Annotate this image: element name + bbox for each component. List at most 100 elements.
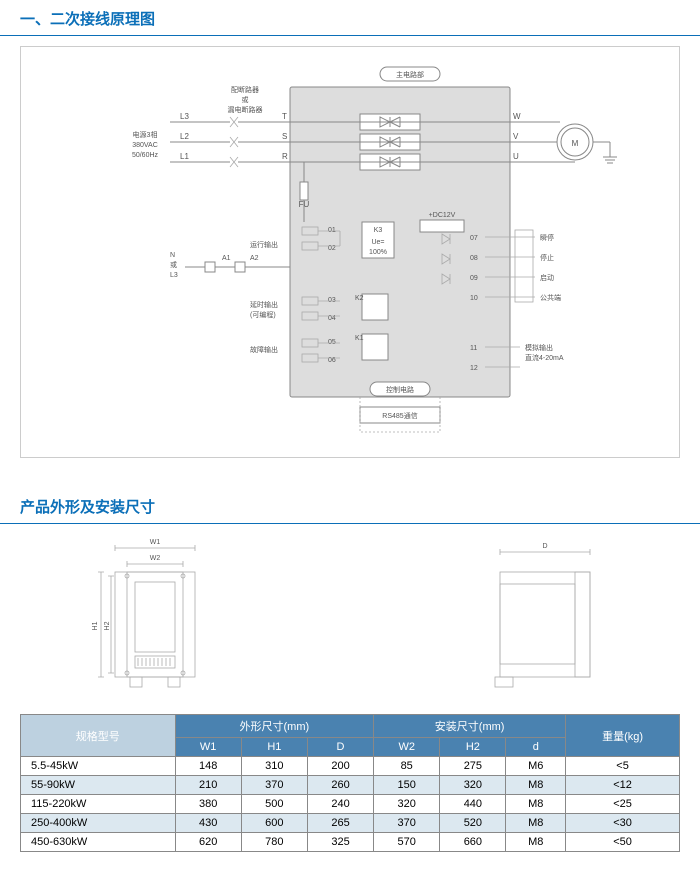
svg-text:W2: W2: [150, 555, 161, 562]
dimensions-table: 规格型号 外形尺寸(mm) 安装尺寸(mm) 重量(kg) W1 H1 D W2…: [20, 714, 680, 852]
svg-text:直流4-20mA: 直流4-20mA: [525, 353, 564, 362]
svg-text:K2: K2: [355, 295, 364, 302]
table-cell: 570: [374, 833, 440, 852]
table-cell: 370: [374, 814, 440, 833]
svg-text:07: 07: [470, 235, 478, 242]
svg-text:(可编程): (可编程): [250, 310, 276, 319]
table-cell: 55-90kW: [21, 776, 176, 795]
th-h2: H2: [440, 738, 506, 757]
table-cell: 430: [175, 814, 241, 833]
svg-text:或: 或: [170, 260, 177, 269]
table-cell: 85: [374, 757, 440, 776]
svg-text:电源3相: 电源3相: [133, 130, 158, 139]
th-install: 安装尺寸(mm): [374, 715, 566, 738]
table-cell: <5: [566, 757, 680, 776]
table-cell: 660: [440, 833, 506, 852]
svg-text:S: S: [282, 132, 287, 141]
svg-text:N: N: [170, 252, 175, 259]
table-cell: 620: [175, 833, 241, 852]
table-cell: 240: [307, 795, 373, 814]
svg-text:停止: 停止: [540, 253, 554, 262]
svg-text:12: 12: [470, 365, 478, 372]
table-cell: 600: [241, 814, 307, 833]
svg-text:Ue=: Ue=: [371, 239, 384, 246]
svg-text:控制电路: 控制电路: [386, 385, 414, 394]
th-w1: W1: [175, 738, 241, 757]
table-cell: 265: [307, 814, 373, 833]
section1-title: 一、二次接线原理图: [0, 0, 700, 36]
svg-text:H1: H1: [92, 621, 99, 630]
svg-text:L3: L3: [170, 272, 178, 279]
svg-text:或: 或: [242, 95, 249, 104]
svg-text:H2: H2: [104, 621, 111, 630]
dimension-drawings: W1 W2 H1 H2 D: [0, 534, 700, 694]
svg-text:模拟输出: 模拟输出: [525, 343, 553, 352]
th-outer: 外形尺寸(mm): [175, 715, 374, 738]
svg-text:启动: 启动: [540, 273, 554, 282]
table-cell: 260: [307, 776, 373, 795]
svg-text:D: D: [542, 543, 547, 550]
svg-text:漏电断路器: 漏电断路器: [228, 105, 263, 114]
svg-text:380VAC: 380VAC: [132, 142, 158, 149]
table-cell: 450-630kW: [21, 833, 176, 852]
table-cell: M8: [506, 795, 566, 814]
table-row: 115-220kW380500240320440M8<25: [21, 795, 680, 814]
table-cell: 115-220kW: [21, 795, 176, 814]
svg-text:L2: L2: [180, 132, 189, 141]
svg-text:K3: K3: [374, 227, 383, 234]
th-weight: 重量(kg): [566, 715, 680, 757]
th-w2: W2: [374, 738, 440, 757]
table-cell: 310: [241, 757, 307, 776]
svg-text:RS485通信: RS485通信: [382, 411, 417, 420]
th-h1: H1: [241, 738, 307, 757]
svg-text:08: 08: [470, 255, 478, 262]
table-cell: 500: [241, 795, 307, 814]
svg-text:T: T: [282, 112, 287, 121]
table-row: 55-90kW210370260150320M8<12: [21, 776, 680, 795]
table-cell: <25: [566, 795, 680, 814]
table-cell: M6: [506, 757, 566, 776]
svg-text:100%: 100%: [369, 249, 387, 256]
svg-text:运行输出: 运行输出: [250, 240, 278, 249]
table-row: 5.5-45kW14831020085275M6<5: [21, 757, 680, 776]
wiring-diagram-container: 主电路部 配断路器 或 漏电断路器 电源3相 380VAC 50/60Hz L3…: [20, 46, 680, 458]
svg-text:L3: L3: [180, 112, 189, 121]
table-cell: 380: [175, 795, 241, 814]
svg-text:U: U: [513, 152, 519, 161]
table-cell: <50: [566, 833, 680, 852]
table-cell: 320: [440, 776, 506, 795]
wiring-diagram: 主电路部 配断路器 或 漏电断路器 电源3相 380VAC 50/60Hz L3…: [70, 62, 630, 442]
front-view: W1 W2 H1 H2: [85, 534, 225, 694]
table-cell: 325: [307, 833, 373, 852]
svg-text:10: 10: [470, 295, 478, 302]
svg-text:W: W: [513, 112, 521, 121]
section2-title: 产品外形及安装尺寸: [0, 488, 700, 524]
table-cell: 150: [374, 776, 440, 795]
table-cell: 320: [374, 795, 440, 814]
table-cell: 275: [440, 757, 506, 776]
svg-text:M: M: [572, 139, 579, 148]
table-row: 450-630kW620780325570660M8<50: [21, 833, 680, 852]
table-cell: M8: [506, 833, 566, 852]
svg-text:05: 05: [328, 339, 336, 346]
svg-text:03: 03: [328, 297, 336, 304]
svg-text:11: 11: [470, 345, 477, 352]
table-cell: <30: [566, 814, 680, 833]
table-row: 250-400kW430600265370520M8<30: [21, 814, 680, 833]
svg-text:主电路部: 主电路部: [396, 70, 424, 79]
svg-text:K1: K1: [355, 335, 364, 342]
svg-text:+DC12V: +DC12V: [429, 212, 456, 219]
table-cell: M8: [506, 776, 566, 795]
svg-text:L1: L1: [180, 152, 189, 161]
svg-text:09: 09: [470, 275, 478, 282]
table-cell: M8: [506, 814, 566, 833]
table-cell: 210: [175, 776, 241, 795]
svg-text:延时输出: 延时输出: [250, 300, 278, 309]
svg-text:瞬停: 瞬停: [540, 233, 554, 242]
table-cell: 148: [175, 757, 241, 776]
svg-text:V: V: [513, 132, 519, 141]
table-cell: 250-400kW: [21, 814, 176, 833]
table-cell: 780: [241, 833, 307, 852]
table-cell: 520: [440, 814, 506, 833]
svg-text:50/60Hz: 50/60Hz: [132, 152, 159, 159]
